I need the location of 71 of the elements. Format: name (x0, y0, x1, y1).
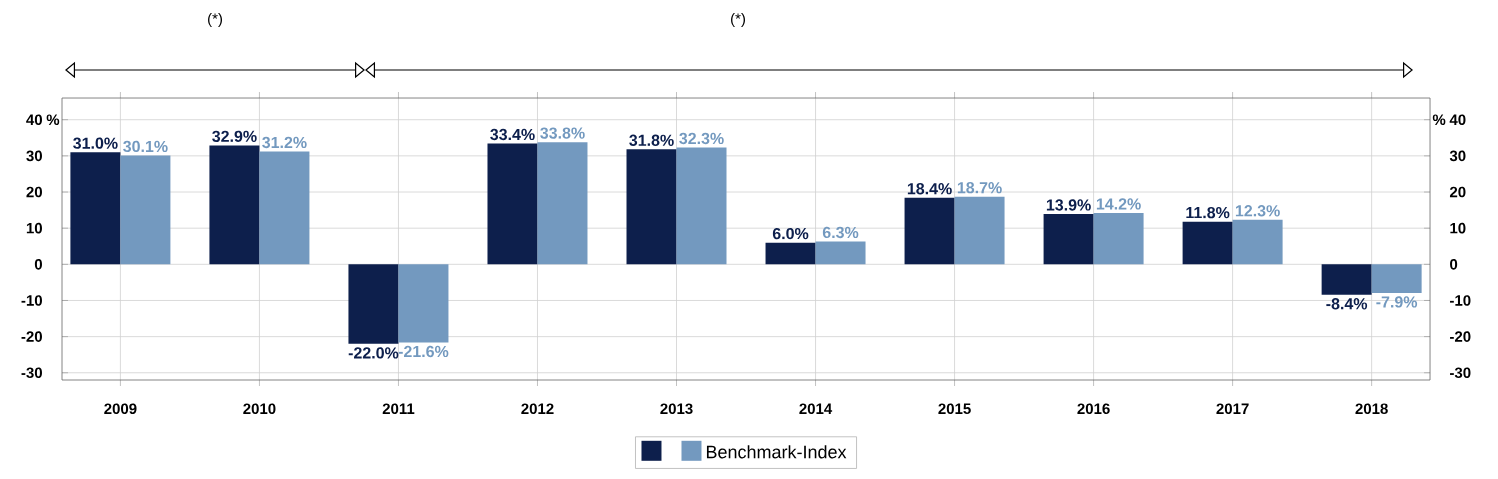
x-tick-label: 2009 (104, 403, 137, 415)
bar (954, 196, 1005, 265)
y-axis-title: % (46, 114, 60, 125)
x-tick-label: 2015 (938, 403, 971, 415)
data-label: 18.7% (957, 182, 1002, 194)
bar (348, 264, 399, 344)
data-label: 32.9% (212, 130, 257, 142)
bar (1182, 221, 1233, 265)
y-tick-label: -30 (21, 367, 42, 379)
y2-axis-title: % (1432, 114, 1446, 125)
data-label: 33.8% (540, 127, 585, 139)
bar (1043, 214, 1094, 265)
y2-tick-label: -10 (1450, 295, 1471, 306)
text: (*) (731, 13, 746, 27)
data-label: 32.3% (679, 132, 724, 145)
y2-tick-label: 0 (1450, 259, 1458, 270)
x-tick-label: 2010 (243, 403, 276, 415)
bar (676, 147, 727, 265)
y2-tick-label: -30 (1450, 367, 1471, 379)
bar (398, 264, 449, 343)
y2-tick-label: 10 (1450, 222, 1466, 234)
data-label: 31.2% (262, 136, 307, 149)
bar (537, 142, 588, 265)
bar (209, 145, 260, 265)
x-tick-label: 2017 (1216, 403, 1249, 415)
y-tick-label: 20 (26, 186, 42, 198)
y-tick-label: -20 (21, 331, 42, 342)
data-label: 31.8% (629, 134, 674, 146)
bar (1232, 219, 1283, 265)
y2-tick-label: -20 (1450, 331, 1471, 342)
data-label: -7.9% (1376, 296, 1418, 308)
data-label: 12.3% (1235, 205, 1280, 217)
legend-label: Benchmark-Index (706, 445, 847, 459)
data-label: 6.3% (822, 226, 859, 239)
data-label: 14.2% (1096, 198, 1141, 210)
data-label: -21.6% (398, 345, 449, 358)
bar (904, 197, 955, 265)
data-label: 6.0% (772, 227, 809, 240)
data-label: 18.4% (907, 183, 952, 195)
bar (626, 149, 677, 265)
bar (1093, 212, 1144, 265)
y-tick-label: 40 (26, 114, 42, 126)
bar (1371, 264, 1422, 293)
bar (259, 151, 310, 265)
data-label: -22.0% (348, 347, 399, 359)
y2-tick-label: 20 (1449, 186, 1466, 198)
bar (765, 242, 816, 265)
bar (815, 241, 866, 265)
text: (*) (208, 13, 223, 27)
bar (120, 155, 171, 265)
data-label: 31.0% (73, 137, 118, 149)
x-tick-label: 2016 (1077, 403, 1110, 415)
y-tick-label: 10 (26, 222, 42, 234)
data-label: 11.8% (1186, 206, 1230, 219)
bar (1321, 264, 1372, 295)
data-label: 30.1% (123, 140, 168, 153)
y-tick-label: -10 (21, 295, 42, 306)
bar (70, 152, 121, 265)
x-tick-label: 2013 (660, 403, 693, 415)
x-tick-label: 2014 (799, 403, 833, 415)
y2-tick-label: 30 (1449, 150, 1466, 162)
y-tick-label: 30 (26, 150, 42, 162)
bar (487, 143, 538, 265)
y-tick-label: 0 (34, 259, 42, 270)
data-label: 13.9% (1046, 199, 1091, 211)
data-label: 33.4% (490, 128, 535, 141)
data-label: -8.4% (1326, 298, 1368, 310)
x-tick-label: 2012 (521, 403, 554, 415)
y2-tick-label: 40 (1449, 114, 1466, 126)
x-tick-label: 2018 (1355, 403, 1388, 415)
x-tick-label: 2011 (382, 403, 415, 415)
